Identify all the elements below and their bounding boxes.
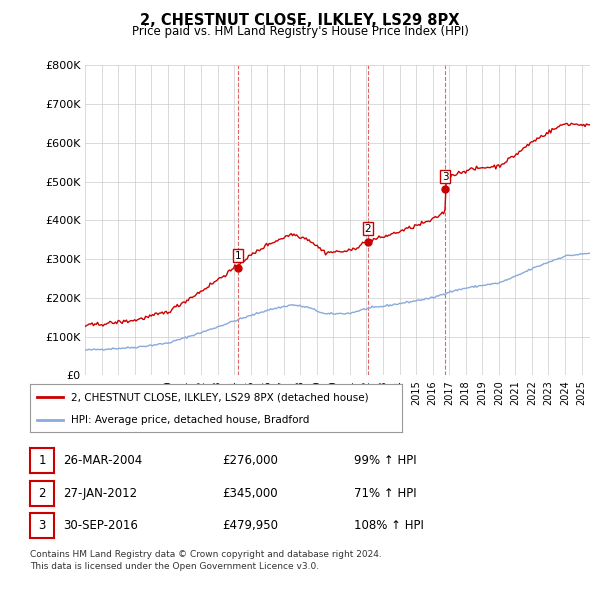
Text: 71% ↑ HPI: 71% ↑ HPI (354, 487, 416, 500)
Text: Contains HM Land Registry data © Crown copyright and database right 2024.: Contains HM Land Registry data © Crown c… (30, 550, 382, 559)
Text: 1: 1 (235, 251, 241, 261)
Text: £276,000: £276,000 (222, 454, 278, 467)
Text: HPI: Average price, detached house, Bradford: HPI: Average price, detached house, Brad… (71, 415, 309, 425)
Text: 3: 3 (38, 519, 46, 532)
Text: 3: 3 (442, 172, 448, 182)
Text: Price paid vs. HM Land Registry's House Price Index (HPI): Price paid vs. HM Land Registry's House … (131, 25, 469, 38)
Text: 27-JAN-2012: 27-JAN-2012 (63, 487, 137, 500)
Text: £479,950: £479,950 (222, 519, 278, 532)
Text: 2, CHESTNUT CLOSE, ILKLEY, LS29 8PX: 2, CHESTNUT CLOSE, ILKLEY, LS29 8PX (140, 13, 460, 28)
Text: 26-MAR-2004: 26-MAR-2004 (63, 454, 142, 467)
Text: This data is licensed under the Open Government Licence v3.0.: This data is licensed under the Open Gov… (30, 562, 319, 571)
Text: 1: 1 (38, 454, 46, 467)
Text: 99% ↑ HPI: 99% ↑ HPI (354, 454, 416, 467)
Text: £345,000: £345,000 (222, 487, 278, 500)
Text: 2, CHESTNUT CLOSE, ILKLEY, LS29 8PX (detached house): 2, CHESTNUT CLOSE, ILKLEY, LS29 8PX (det… (71, 392, 368, 402)
Text: 2: 2 (364, 224, 371, 234)
Text: 30-SEP-2016: 30-SEP-2016 (63, 519, 138, 532)
Text: 108% ↑ HPI: 108% ↑ HPI (354, 519, 424, 532)
Text: 2: 2 (38, 487, 46, 500)
